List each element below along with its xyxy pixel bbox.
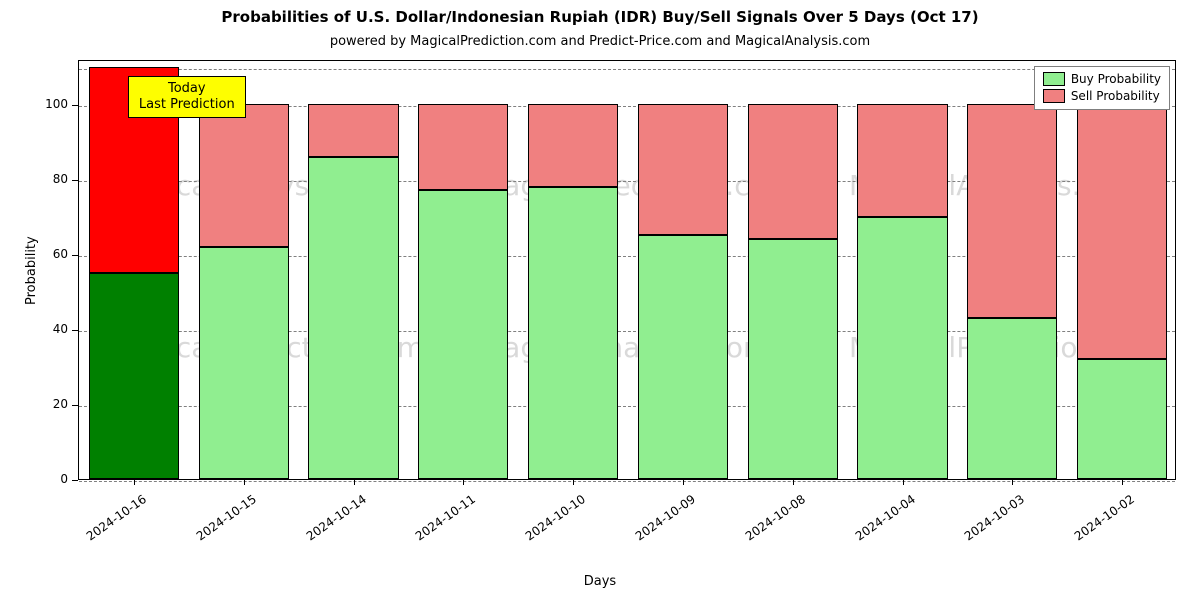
x-tick: [354, 479, 355, 485]
bar-group: [308, 59, 398, 479]
bar-group: [748, 59, 838, 479]
y-tick: [72, 105, 78, 106]
chart-title: Probabilities of U.S. Dollar/Indonesian …: [0, 8, 1200, 26]
y-tick: [72, 255, 78, 256]
legend-swatch-sell: [1043, 89, 1065, 103]
legend-swatch-buy: [1043, 72, 1065, 86]
annotation-line2: Last Prediction: [139, 97, 235, 112]
today-annotation: Today Last Prediction: [128, 76, 246, 119]
buy-bar: [89, 273, 179, 479]
plot-area: MagicalAnalysis.comMagicalPrediction.com…: [78, 60, 1176, 480]
sell-bar: [638, 104, 728, 235]
buy-bar: [528, 187, 618, 480]
sell-bar: [967, 104, 1057, 318]
buy-bar: [199, 247, 289, 480]
x-tick-label: 2024-10-04: [831, 492, 918, 559]
x-tick: [463, 479, 464, 485]
x-tick-label: 2024-10-02: [1050, 492, 1137, 559]
bar-group: [967, 59, 1057, 479]
y-tick: [72, 330, 78, 331]
x-tick-label: 2024-10-14: [282, 492, 369, 559]
bar-group: [89, 59, 179, 479]
y-tick: [72, 405, 78, 406]
x-tick-label: 2024-10-10: [501, 492, 588, 559]
buy-bar: [748, 239, 838, 479]
x-tick: [793, 479, 794, 485]
legend-label-buy: Buy Probability: [1071, 71, 1161, 88]
sell-bar: [418, 104, 508, 190]
y-tick: [72, 180, 78, 181]
buy-bar: [418, 190, 508, 479]
x-tick-label: 2024-10-08: [721, 492, 808, 559]
buy-bar: [1077, 359, 1167, 479]
y-tick-label: 20: [32, 397, 68, 411]
sell-bar: [748, 104, 838, 239]
y-tick-label: 60: [32, 247, 68, 261]
sell-bar: [308, 104, 398, 157]
bar-group: [857, 59, 947, 479]
legend-item-buy: Buy Probability: [1043, 71, 1161, 88]
y-tick: [72, 480, 78, 481]
chart-container: Probabilities of U.S. Dollar/Indonesian …: [0, 0, 1200, 600]
x-tick-label: 2024-10-16: [62, 492, 149, 559]
legend-label-sell: Sell Probability: [1071, 88, 1160, 105]
legend-item-sell: Sell Probability: [1043, 88, 1161, 105]
sell-bar: [528, 104, 618, 187]
annotation-line1: Today: [168, 81, 206, 96]
y-tick-label: 100: [32, 97, 68, 111]
sell-bar: [857, 104, 947, 217]
y-tick-label: 40: [32, 322, 68, 336]
buy-bar: [857, 217, 947, 480]
bar-group: [528, 59, 618, 479]
x-tick: [1122, 479, 1123, 485]
buy-bar: [308, 157, 398, 480]
bar-group: [199, 59, 289, 479]
bar-group: [1077, 59, 1167, 479]
x-tick-label: 2024-10-11: [392, 492, 479, 559]
legend: Buy Probability Sell Probability: [1034, 66, 1170, 110]
x-tick-label: 2024-10-15: [172, 492, 259, 559]
x-tick: [244, 479, 245, 485]
buy-bar: [638, 235, 728, 479]
x-axis-label: Days: [0, 574, 1200, 589]
sell-bar: [1077, 104, 1167, 359]
x-tick-label: 2024-10-03: [941, 492, 1028, 559]
x-tick: [683, 479, 684, 485]
x-tick: [573, 479, 574, 485]
y-tick-label: 0: [32, 472, 68, 486]
x-tick: [134, 479, 135, 485]
buy-bar: [967, 318, 1057, 479]
bar-group: [638, 59, 728, 479]
bar-group: [418, 59, 508, 479]
y-tick-label: 80: [32, 172, 68, 186]
x-tick: [1012, 479, 1013, 485]
x-tick: [903, 479, 904, 485]
chart-subtitle: powered by MagicalPrediction.com and Pre…: [0, 34, 1200, 49]
sell-bar: [199, 104, 289, 247]
x-tick-label: 2024-10-09: [611, 492, 698, 559]
